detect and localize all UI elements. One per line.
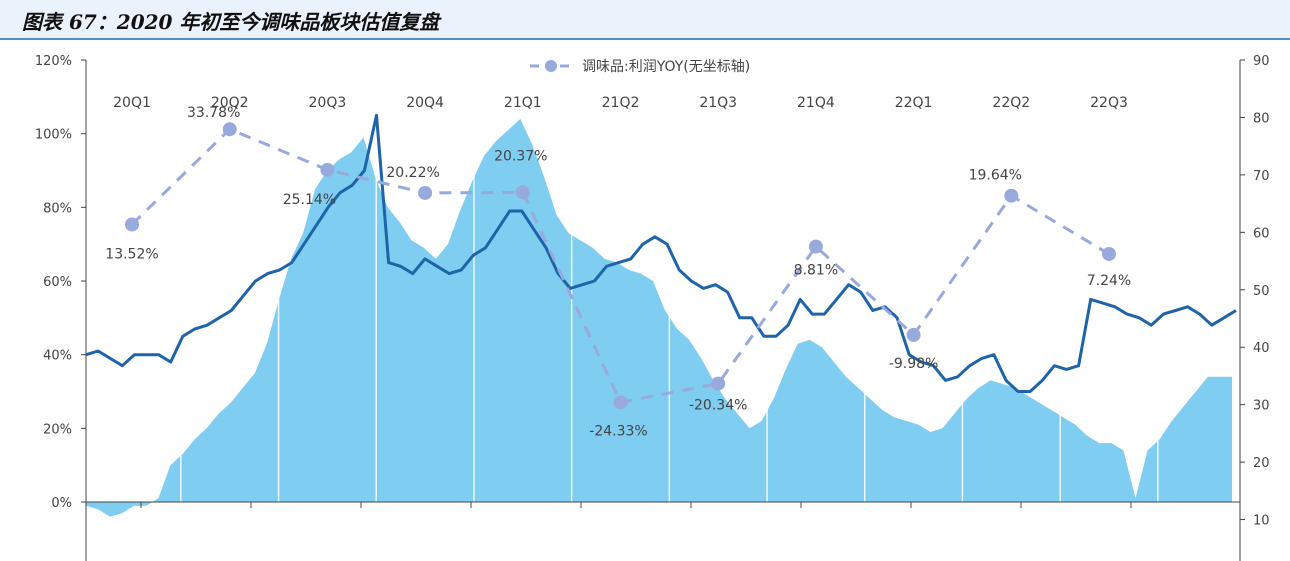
quarter-label: 20Q1 [113, 95, 151, 111]
profit-yoy-point [222, 122, 237, 137]
figure-title: 图表 67：2020 年初至今调味品板块估值复盘 [22, 10, 440, 34]
left-tick-label: 0% [51, 496, 72, 511]
quarter-label: 21Q2 [602, 95, 640, 111]
quarter-label: 20Q2 [211, 95, 249, 111]
quarter-label: 22Q3 [1090, 95, 1128, 111]
quarter-labels: 20Q1 20Q2 20Q3 20Q4 21Q1 21Q2 21Q3 21Q4 22Q1 22Q2… [113, 95, 1128, 111]
legend-label: 调味品:利润YOY(无坐标轴) [582, 59, 750, 75]
legend-marker [545, 60, 557, 72]
quarter-label: 20Q3 [309, 95, 347, 111]
right-tick-label: 10 [1253, 514, 1270, 529]
right-tick-label: 20 [1253, 456, 1270, 471]
quarter-label: 21Q3 [699, 95, 737, 111]
profit-yoy-point [515, 185, 530, 200]
profit-yoy-point [320, 162, 335, 177]
profit-yoy-point [1004, 188, 1019, 203]
profit-yoy-point [418, 185, 433, 200]
pe-area [86, 118, 1232, 517]
valuation-line-layer [85, 113, 1237, 393]
left-tick-label: 100% [35, 128, 72, 143]
left-tick-label: 120% [35, 54, 72, 69]
profit-yoy-series: 13.52% 33.78% 25.14% 20.22% 20.37% -24.33% -20… [105, 105, 1131, 439]
quarter-label: 20Q4 [406, 95, 444, 111]
profit-yoy-label: 7.24% [1087, 273, 1131, 289]
axes: 0% 20% 40% 60% 80% 100% 120% 10 20 30 40 50 60 70 80 90 [35, 54, 1270, 561]
right-tick-label: 70 [1253, 169, 1270, 184]
right-tick-label: 80 [1253, 111, 1270, 126]
right-tick-label: 50 [1253, 284, 1270, 299]
profit-yoy-point [125, 217, 139, 232]
profit-yoy-label: -9.98% [889, 356, 939, 372]
profit-yoy-label: 33.78% [187, 105, 240, 121]
profit-yoy-point [808, 239, 823, 254]
right-tick-label: 90 [1253, 54, 1270, 69]
left-tick-label: 20% [43, 422, 72, 437]
right-tick-label: 40 [1253, 341, 1270, 356]
profit-yoy-label: 8.81% [794, 263, 838, 279]
profit-yoy-label: 20.22% [386, 165, 439, 181]
profit-yoy-label: -20.34% [689, 398, 747, 414]
profit-yoy-point [711, 376, 726, 391]
right-tick-label: 30 [1253, 399, 1270, 414]
quarter-label: 22Q1 [895, 95, 933, 111]
left-tick-label: 60% [43, 275, 72, 290]
legend: 调味品:利润YOY(无坐标轴) [530, 59, 750, 75]
profit-yoy-label: 19.64% [969, 168, 1022, 184]
title-bar: 图表 67：2020 年初至今调味品板块估值复盘 [0, 0, 1290, 40]
profit-yoy-label: 13.52% [105, 246, 158, 262]
quarter-label: 21Q1 [504, 95, 542, 111]
profit-yoy-label: 25.14% [283, 192, 336, 208]
right-tick-label: 60 [1253, 226, 1270, 241]
left-tick-label: 40% [43, 349, 72, 364]
left-tick-label: 80% [43, 201, 72, 216]
quarter-label: 21Q4 [797, 95, 835, 111]
profit-yoy-point [906, 327, 921, 342]
valuation-line [85, 113, 1237, 393]
profit-yoy-point [613, 395, 628, 410]
profit-yoy-point [1102, 246, 1116, 261]
pe-area-layer [86, 118, 1232, 517]
profit-yoy-label: -24.33% [589, 423, 647, 439]
quarter-label: 22Q2 [992, 95, 1030, 111]
valuation-chart: 0% 20% 40% 60% 80% 100% 120% 10 20 30 40 50 60 70 80 90… [35, 54, 1270, 561]
profit-yoy-label: 20.37% [494, 148, 547, 164]
